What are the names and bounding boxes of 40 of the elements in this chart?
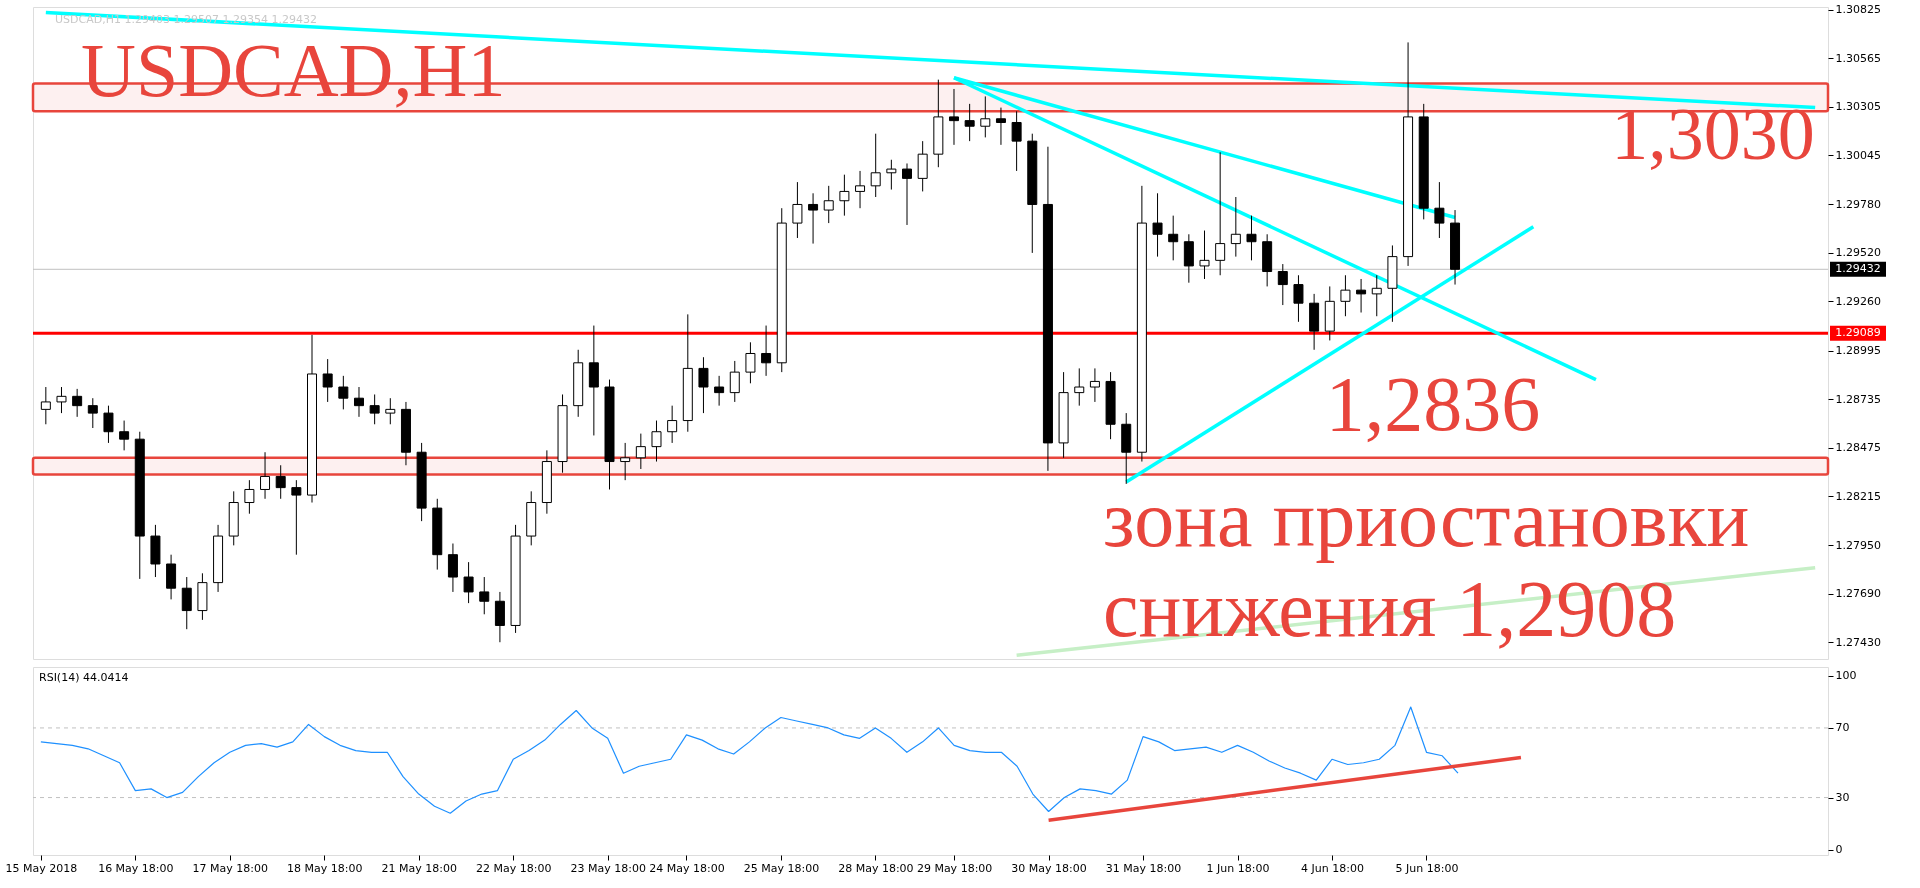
y-tick-label: 100 (1835, 669, 1857, 683)
chart-title: RSI(14) 44.0414 (39, 671, 129, 684)
x-tick-label: 17 May 18:00 (192, 861, 269, 875)
y-tick-label: 0 (1835, 843, 1843, 857)
ref-line-label: 1.29432 (1835, 262, 1881, 276)
x-tick-label: 24 May 18:00 (649, 861, 725, 875)
x-tick-label: 28 May 18:00 (838, 861, 914, 875)
annotation: 1,2836 (1325, 360, 1541, 447)
annotation: 1,3030 (1611, 93, 1815, 175)
y-tick-label: 1.30045 (1835, 148, 1881, 162)
y-tick-label: 1.27950 (1835, 538, 1881, 552)
ref-line-label: 1.29089 (1835, 326, 1881, 340)
x-tick-label: 5 Jun 18:00 (1395, 861, 1459, 875)
y-tick-label: 1.28995 (1835, 344, 1881, 358)
y-tick-label: 1.29520 (1835, 246, 1881, 260)
x-tick-label: 23 May 18:00 (570, 861, 646, 875)
y-tick-label: 1.30305 (1835, 100, 1881, 114)
x-tick-label: 18 May 18:00 (287, 861, 363, 875)
annotation: зона приостановки снижения 1,2908 (1103, 475, 1750, 653)
x-tick-label: 22 May 18:00 (476, 861, 552, 875)
y-tick-label: 1.28475 (1835, 441, 1881, 455)
y-tick-label: 1.27690 (1835, 587, 1881, 601)
x-tick-label: 29 May 18:00 (916, 861, 993, 875)
y-tick-label: 30 (1835, 791, 1850, 805)
y-tick-label: 1.28735 (1835, 392, 1881, 406)
y-tick-label: 1.28215 (1835, 489, 1881, 503)
x-tick-label: 30 May 18:00 (1011, 861, 1087, 875)
y-tick-label: 1.29260 (1835, 294, 1881, 308)
y-tick-label: 1.29780 (1835, 197, 1881, 211)
x-tick-label: 15 May 2018 (5, 861, 78, 875)
y-tick-label: 1.30565 (1835, 51, 1881, 65)
x-tick-label: 31 May 18:00 (1105, 861, 1182, 875)
x-tick-label: 25 May 18:00 (743, 861, 820, 875)
y-tick-label: 1.27430 (1835, 635, 1881, 649)
y-tick-label: 70 (1835, 721, 1850, 735)
x-tick-label: 4 Jun 18:00 (1301, 861, 1364, 875)
y-tick-label: 1.30825 (1835, 3, 1881, 17)
x-tick-label: 21 May 18:00 (381, 861, 457, 875)
x-tick-label: 16 May 18:00 (98, 861, 174, 875)
x-tick-label: 1 Jun 18:00 (1206, 861, 1270, 875)
